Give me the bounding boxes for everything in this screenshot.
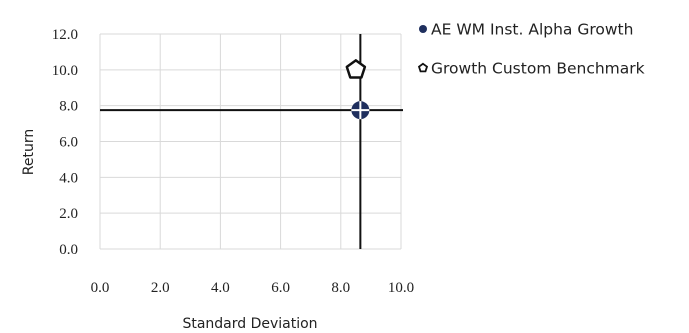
legend-label: Growth Custom Benchmark — [431, 60, 645, 78]
legend-marker-custom-benchmark — [417, 62, 429, 73]
x-tick-label: 4.0 — [211, 280, 230, 296]
x-axis-ticks: 0.0 2.0 4.0 6.0 8.0 10.0 — [91, 280, 415, 296]
x-tick-label: 10.0 — [388, 280, 414, 296]
y-tick-label: 4.0 — [59, 170, 78, 186]
y-axis-ticks: 0.0 2.0 4.0 6.0 8.0 10.0 12.0 — [52, 27, 78, 258]
point-custom-benchmark — [345, 59, 367, 79]
legend-marker-alpha-growth — [419, 25, 427, 33]
y-tick-label: 12.0 — [52, 27, 78, 43]
x-tick-label: 2.0 — [151, 280, 170, 296]
x-tick-label: 0.0 — [91, 280, 110, 296]
x-axis-label: Standard Deviation — [182, 316, 317, 332]
y-tick-label: 10.0 — [52, 63, 78, 79]
y-tick-label: 2.0 — [59, 206, 78, 222]
x-tick-label: 6.0 — [271, 280, 290, 296]
x-tick-label: 8.0 — [331, 280, 350, 296]
y-tick-label: 8.0 — [59, 99, 78, 115]
data-points — [345, 59, 370, 120]
y-tick-label: 6.0 — [59, 135, 78, 151]
y-tick-label: 0.0 — [59, 242, 78, 258]
grid-lines — [99, 33, 402, 250]
legend-label: AE WM Inst. Alpha Growth — [431, 21, 633, 39]
legend: AE WM Inst. Alpha Growth Growth Custom Be… — [417, 21, 645, 78]
y-axis-label: Return — [21, 129, 37, 175]
